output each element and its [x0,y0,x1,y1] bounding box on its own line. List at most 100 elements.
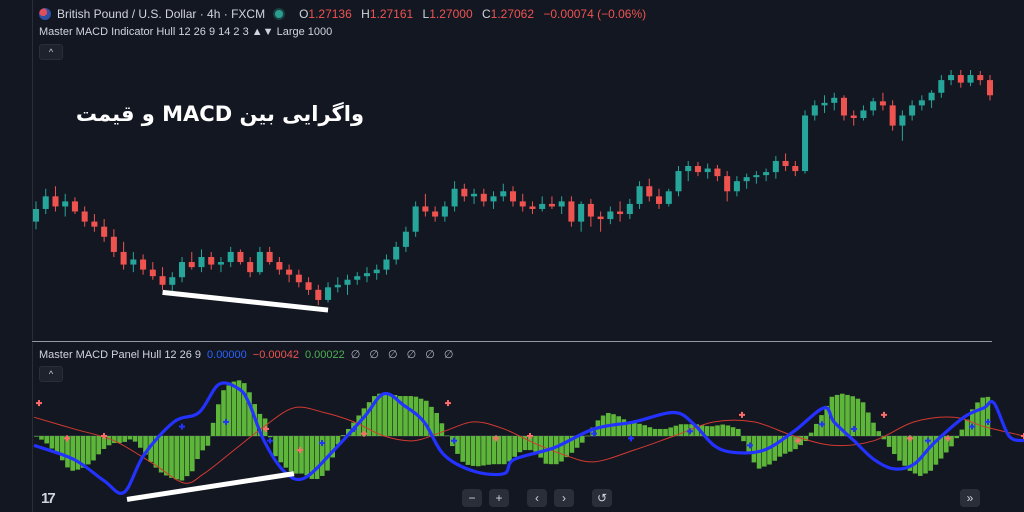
symbol-title[interactable]: British Pound / U.S. Dollar · 4h · FXCM [57,7,266,21]
candle-body [665,191,672,204]
collapse-legend-button[interactable]: ^ [39,44,63,60]
histogram-bar [866,412,871,436]
panel-indicator-title[interactable]: Master MACD Panel Hull 12 26 9 [39,348,202,361]
histogram-bar [840,393,845,436]
histogram-bar [772,436,777,461]
histogram-bar [101,436,107,449]
histogram-bar [299,436,304,474]
histogram-bar [221,390,226,436]
histogram-bar [980,397,985,436]
histogram-bar [892,436,897,455]
histogram-bar [626,422,632,436]
ohlc-label: C [481,7,491,21]
candle-body [519,201,526,207]
histogram-bar [881,436,887,440]
candle-body [831,97,838,103]
histogram-bar [247,392,252,436]
candle-body [772,160,779,173]
indicator-title[interactable]: Master MACD Indicator Hull 12 26 9 14 2 … [39,26,333,38]
candle-body [928,92,935,101]
scroll-left-button[interactable]: ‹ [527,489,547,507]
candle-body [149,269,156,277]
zoom-in-button[interactable]: + [489,489,509,507]
histogram-bar [938,436,944,459]
histogram-bar [793,436,798,450]
collapse-panel-legend-button[interactable]: ^ [39,366,63,382]
histogram-bar [502,436,507,465]
candle-body [675,171,682,192]
indicator-legend[interactable]: Master MACD Indicator Hull 12 26 9 14 2 … [39,26,332,38]
scroll-right-button[interactable]: › [554,489,574,507]
histogram-bar [689,424,694,436]
histogram-bar [455,436,460,454]
histogram-bar [309,436,315,479]
histogram-bar [694,424,699,436]
histogram-bar [585,435,590,437]
histogram-bar [231,381,237,436]
panel-legend[interactable]: Master MACD Panel Hull 12 26 9 0.00000 −… [39,348,457,362]
histogram-bar [642,425,647,436]
candle-body [71,201,78,212]
candle-body [967,75,974,83]
candle-body [227,251,234,263]
ohlc-label: L [422,7,430,21]
histogram-bar [377,393,382,436]
histogram-bar [216,404,221,436]
macd-panel-pane[interactable] [32,343,993,512]
histogram-bar [429,406,434,436]
scroll-to-realtime-button[interactable]: » [960,489,980,507]
histogram-bar [704,426,710,436]
histogram-bar [496,436,502,465]
candle-body [821,102,828,106]
candle-body [110,236,117,252]
candle-body [140,259,147,270]
candle-body [578,203,585,222]
candle-body [636,186,643,204]
histogram-bar [491,436,497,465]
histogram-bar [413,396,419,436]
candle-body [159,276,166,285]
macd-line [33,381,1024,495]
histogram-bar [538,436,543,458]
histogram-bar [325,436,330,471]
histogram-bar [366,402,372,436]
histogram-bar [949,436,954,447]
histogram-bar [387,394,393,436]
histogram-bar [49,436,55,449]
ohlc-value: 1.27136 [308,7,352,21]
gbp-usd-flag-icon [39,8,51,20]
histogram-bar [106,436,112,446]
histogram-bar [959,429,965,436]
tradingview-logo[interactable]: 17 [41,490,56,507]
market-status-icon[interactable] [275,10,284,18]
histogram-bar [663,428,668,436]
histogram-bar [138,436,143,448]
price-chart-pane[interactable] [32,0,993,340]
histogram-bar [408,396,413,436]
histogram-bar [335,436,341,445]
histogram-bar [122,436,127,442]
pane-divider[interactable] [32,341,992,342]
ohlc-label: O [299,7,309,21]
zoom-out-button[interactable]: − [462,489,482,507]
candle-body [81,211,88,222]
price-divergence-line [162,289,329,313]
histogram-bar [876,431,881,436]
candle-body [451,188,458,207]
histogram-bar [444,435,450,437]
candle-body [256,251,263,273]
histogram-bar [569,436,575,453]
histogram-bar [632,422,637,436]
histogram-bar [751,436,757,463]
histogram-bar [767,436,772,465]
candle-body [656,196,663,204]
histogram-bar [143,436,148,455]
reset-chart-button[interactable]: ↺ [592,489,612,507]
histogram-bar [824,405,829,436]
candle-body [802,115,809,172]
candle-body [237,251,244,263]
histogram-bar [814,423,819,436]
histogram-bar [34,436,39,437]
ohlc-value: 1.27161 [369,7,414,21]
histogram-bar [975,402,980,436]
